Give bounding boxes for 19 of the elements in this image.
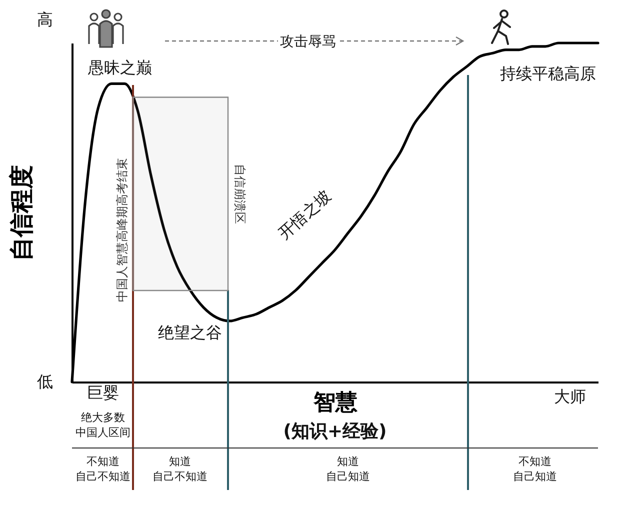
text: 高 (37, 10, 53, 29)
annotation: 攻击辱骂 (280, 34, 336, 50)
y-axis-title: 自信程度 (8, 165, 36, 261)
text: (知识+经验) (283, 421, 387, 442)
text: 不知道自己知道 (513, 455, 557, 483)
x-axis-title: 智慧 (312, 390, 358, 416)
text: 中国人智慧高峰期高考结束 (115, 158, 129, 302)
text: 大师 (554, 387, 586, 406)
text: 知道自己不知道 (152, 455, 208, 483)
text: 巨婴 (87, 383, 119, 402)
annotation: 开悟之坡 (274, 186, 335, 244)
text: 知道自己知道 (326, 455, 370, 483)
text: 绝大多数中国人区间 (76, 411, 130, 439)
band-label: 自信崩溃区 (233, 164, 247, 224)
text: 不知道自己不知道 (76, 455, 130, 483)
annotation: 绝望之谷 (158, 323, 222, 342)
annotation: 愚昧之巅 (87, 58, 152, 77)
text: 低 (37, 372, 53, 391)
annotation: 持续平稳高原 (500, 64, 596, 83)
